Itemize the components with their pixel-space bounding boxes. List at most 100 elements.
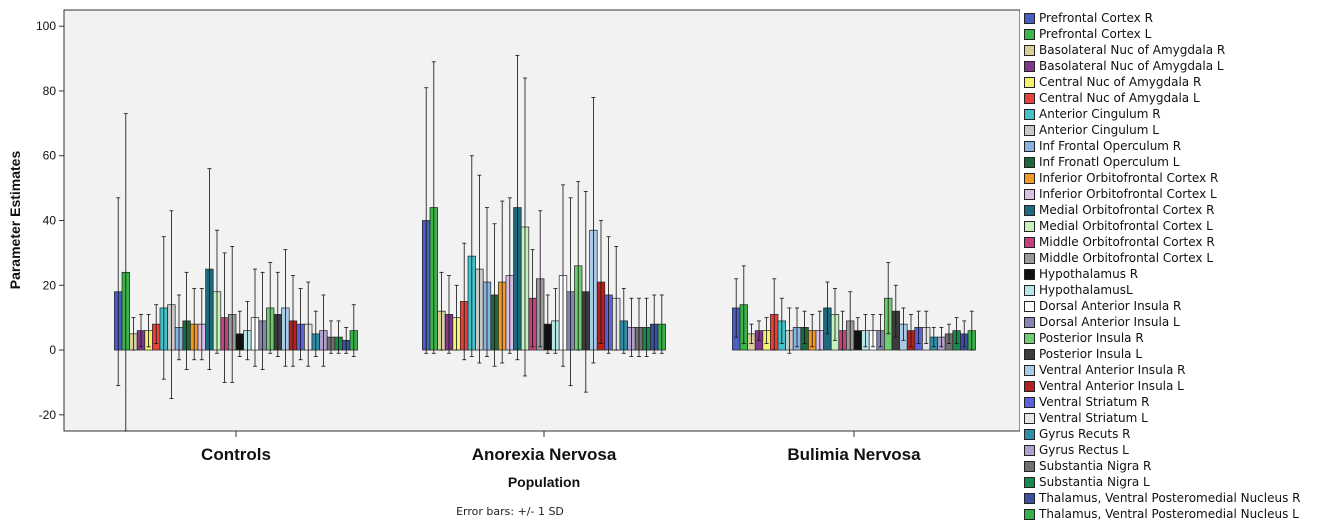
legend-item: Posterior Insula L xyxy=(1024,346,1330,362)
legend-label: Basolateral Nuc of Amygdala R xyxy=(1039,43,1226,57)
legend-item: Basolateral Nuc of Amygdala R xyxy=(1024,42,1330,58)
legend-swatch xyxy=(1024,60,1035,72)
legend-swatch xyxy=(1024,156,1035,168)
legend-label: Hypothalamus R xyxy=(1039,267,1139,281)
category-label: Controls xyxy=(201,445,271,464)
legend-swatch xyxy=(1024,508,1035,520)
legend-item: Dorsal Anterior Insula R xyxy=(1024,298,1330,314)
legend-label: HypothalamusL xyxy=(1039,283,1133,297)
legend-label: Inferior Orbitofrontal Cortex R xyxy=(1039,171,1219,185)
legend-swatch xyxy=(1024,444,1035,456)
legend-item: Ventral Striatum R xyxy=(1024,394,1330,410)
legend-swatch xyxy=(1024,332,1035,344)
legend-swatch xyxy=(1024,316,1035,328)
legend-item: Thalamus, Ventral Posteromedial Nucleus … xyxy=(1024,490,1330,506)
legend-swatch xyxy=(1024,108,1035,120)
legend-item: Hypothalamus R xyxy=(1024,266,1330,282)
legend-swatch xyxy=(1024,492,1035,504)
legend-swatch xyxy=(1024,76,1035,88)
legend-swatch xyxy=(1024,380,1035,392)
y-tick-label: 0 xyxy=(49,343,56,357)
legend-swatch xyxy=(1024,188,1035,200)
legend-label: Thalamus, Ventral Posteromedial Nucleus … xyxy=(1039,491,1301,505)
legend-item: Inferior Orbitofrontal Cortex L xyxy=(1024,186,1330,202)
legend-swatch xyxy=(1024,268,1035,280)
legend-label: Medial Orbitofrontal Cortex L xyxy=(1039,219,1213,233)
legend-label: Central Nuc of Amygdala L xyxy=(1039,91,1200,105)
legend-item: Anterior Cingulum L xyxy=(1024,122,1330,138)
legend-swatch xyxy=(1024,220,1035,232)
legend-item: Prefrontal Cortex L xyxy=(1024,26,1330,42)
legend-swatch xyxy=(1024,12,1035,24)
legend-swatch xyxy=(1024,300,1035,312)
legend-swatch xyxy=(1024,476,1035,488)
legend-item: Prefrontal Cortex R xyxy=(1024,10,1330,26)
legend-label: Posterior Insula R xyxy=(1039,331,1144,345)
legend-item: Inf Frontal Operculum R xyxy=(1024,138,1330,154)
legend-label: Dorsal Anterior Insula L xyxy=(1039,315,1180,329)
legend-swatch xyxy=(1024,44,1035,56)
legend-item: Ventral Anterior Insula L xyxy=(1024,378,1330,394)
legend-swatch xyxy=(1024,252,1035,264)
y-tick-label: 60 xyxy=(43,149,57,163)
legend-item: Substantia Nigra R xyxy=(1024,458,1330,474)
error-bars xyxy=(116,54,974,432)
legend-label: Anterior Cingulum L xyxy=(1039,123,1159,137)
legend-item: Ventral Anterior Insula R xyxy=(1024,362,1330,378)
legend-label: Posterior Insula L xyxy=(1039,347,1143,361)
legend-item: Inferior Orbitofrontal Cortex R xyxy=(1024,170,1330,186)
legend-item: Posterior Insula R xyxy=(1024,330,1330,346)
legend-label: Basolateral Nuc of Amygdala L xyxy=(1039,59,1224,73)
legend-item: Dorsal Anterior Insula L xyxy=(1024,314,1330,330)
legend-swatch xyxy=(1024,124,1035,136)
legend-item: Medial Orbitofrontal Cortex L xyxy=(1024,218,1330,234)
legend-swatch xyxy=(1024,364,1035,376)
legend-label: Substantia Nigra L xyxy=(1039,475,1150,489)
legend-label: Medial Orbitofrontal Cortex R xyxy=(1039,203,1215,217)
legend-label: Inf Frontal Operculum R xyxy=(1039,139,1182,153)
legend-label: Gyrus Rectus L xyxy=(1039,443,1129,457)
y-axis-label: Parameter Estimates xyxy=(7,151,23,290)
legend-label: Ventral Striatum R xyxy=(1039,395,1150,409)
legend-swatch xyxy=(1024,204,1035,216)
legend-label: Ventral Anterior Insula L xyxy=(1039,379,1184,393)
legend-swatch xyxy=(1024,140,1035,152)
legend-item: Middle Orbitofrontal Cortex L xyxy=(1024,250,1330,266)
legend-label: Anterior Cingulum R xyxy=(1039,107,1161,121)
legend-swatch xyxy=(1024,348,1035,360)
legend-label: Dorsal Anterior Insula R xyxy=(1039,299,1182,313)
footnote: Error bars: +/- 1 SD xyxy=(456,505,564,518)
bar-chart: -20 0 20 40 60 80 100 Controls Anorexia Nervosa… xyxy=(7,9,1020,490)
x-axis: Controls Anorexia Nervosa Bulimia Nervosa xyxy=(201,431,921,464)
legend-label: Inf Fronatl Operculum L xyxy=(1039,155,1180,169)
legend-label: Ventral Anterior Insula R xyxy=(1039,363,1186,377)
y-axis: -20 0 20 40 60 80 100 xyxy=(36,19,64,422)
legend-item: Middle Orbitofrontal Cortex R xyxy=(1024,234,1330,250)
x-axis-label: Population xyxy=(508,474,580,490)
legend-swatch xyxy=(1024,172,1035,184)
legend-swatch xyxy=(1024,28,1035,40)
y-tick-label: 20 xyxy=(43,278,57,292)
legend-label: Prefrontal Cortex L xyxy=(1039,27,1152,41)
legend-label: Central Nuc of Amygdala R xyxy=(1039,75,1202,89)
legend-label: Middle Orbitofrontal Cortex R xyxy=(1039,235,1215,249)
legend-item: Central Nuc of Amygdala L xyxy=(1024,90,1330,106)
legend-item: Substantia Nigra L xyxy=(1024,474,1330,490)
legend-label: Ventral Striatum L xyxy=(1039,411,1148,425)
legend-item: Basolateral Nuc of Amygdala L xyxy=(1024,58,1330,74)
legend-item: Medial Orbitofrontal Cortex R xyxy=(1024,202,1330,218)
legend-swatch xyxy=(1024,236,1035,248)
legend-swatch xyxy=(1024,428,1035,440)
y-tick-label: 80 xyxy=(43,84,57,98)
legend-item: Gyrus Rectus L xyxy=(1024,442,1330,458)
legend: Prefrontal Cortex R Prefrontal Cortex L Ba… xyxy=(1024,10,1330,522)
legend-item: HypothalamusL xyxy=(1024,282,1330,298)
y-tick-label: 100 xyxy=(36,19,56,33)
legend-item: Gyrus Recuts R xyxy=(1024,426,1330,442)
legend-swatch xyxy=(1024,412,1035,424)
legend-swatch xyxy=(1024,92,1035,104)
y-tick-label: 40 xyxy=(43,214,57,228)
legend-label: Prefrontal Cortex R xyxy=(1039,11,1153,25)
plot-area xyxy=(63,9,1020,432)
legend-item: Inf Fronatl Operculum L xyxy=(1024,154,1330,170)
